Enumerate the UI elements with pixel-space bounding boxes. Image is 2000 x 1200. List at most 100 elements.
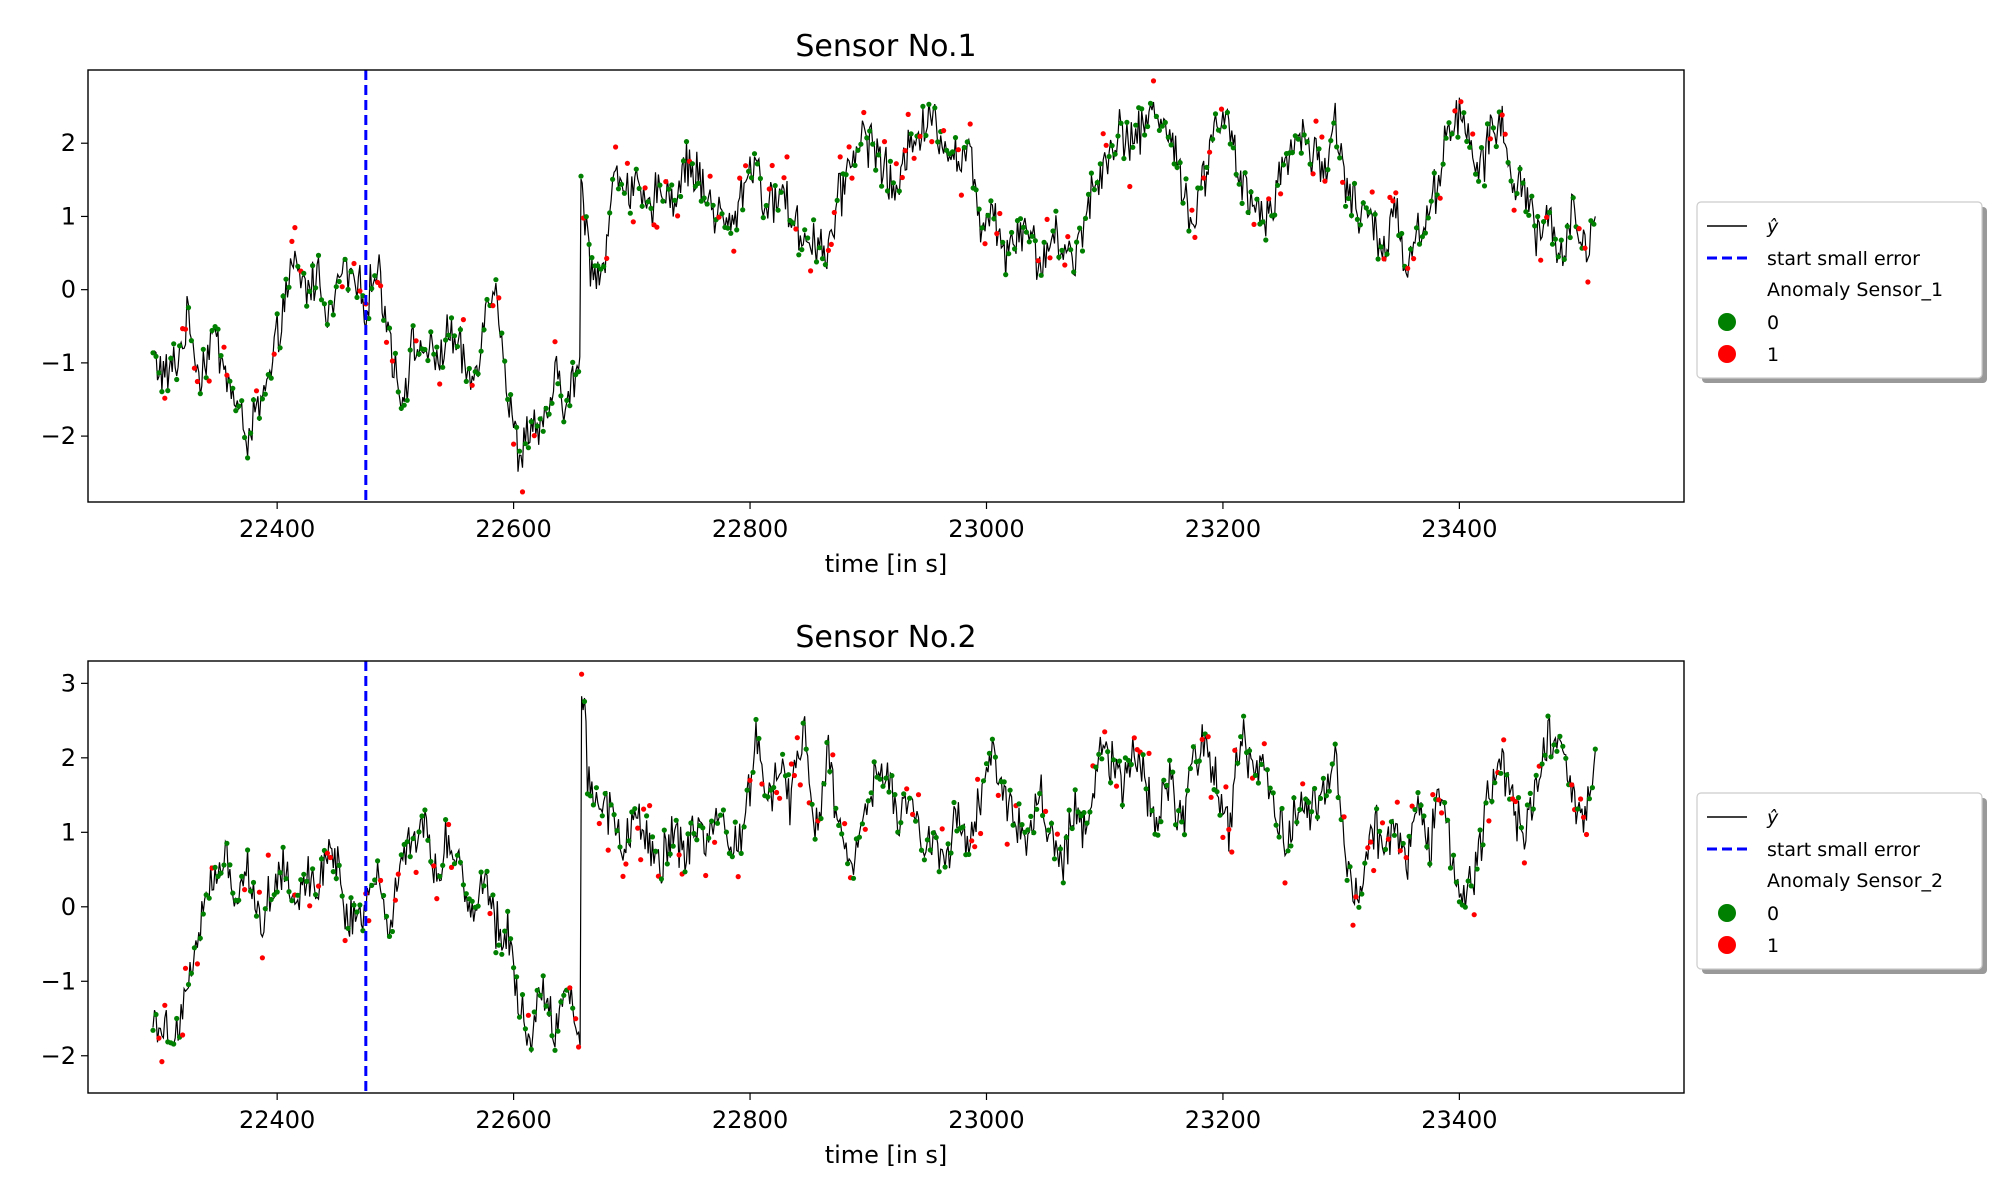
normal-point [1563,755,1569,761]
anomaly-point [256,889,262,895]
normal-point [1304,139,1310,145]
normal-point [626,838,632,844]
anomaly-point [604,255,610,261]
normal-point [333,875,339,882]
normal-point [780,751,786,757]
normal-point [224,840,230,846]
normal-point [877,776,883,782]
normal-point [1362,860,1368,866]
normal-point [621,190,628,196]
anomaly-point [1458,99,1464,105]
normal-point [1121,155,1127,162]
normal-point [930,830,936,836]
normal-point [1591,221,1597,227]
normal-point [1040,812,1046,819]
normal-point [908,131,914,137]
normal-point [859,821,866,827]
normal-point [1028,813,1034,820]
normal-point [1419,234,1425,240]
normal-point [1440,161,1446,167]
normal-point [658,876,665,882]
y-tick-label: 0 [61,276,76,304]
normal-point [744,787,750,793]
anomaly-point [1512,798,1519,805]
normal-point [1464,138,1470,144]
normal-point [265,372,271,378]
normal-point [478,869,484,875]
normal-point [490,892,496,898]
normal-point [691,830,697,837]
anomaly-point [224,372,230,378]
normal-point [313,892,319,898]
normal-point [720,807,727,813]
normal-point [949,149,956,155]
normal-point [1088,170,1094,176]
normal-point [1077,225,1083,231]
anomaly-point [774,789,780,796]
normal-point [980,778,987,784]
anomaly-point [1229,849,1235,855]
x-tick-label: 22600 [475,1106,551,1134]
x-axis-label: time [in s] [825,550,948,578]
normal-point [1112,151,1118,157]
anomaly-point [1521,860,1527,866]
anomaly-point [1486,818,1492,824]
anomaly-point [1150,78,1157,84]
normal-point [1332,741,1338,747]
normal-point [475,903,481,909]
normal-point [618,181,625,187]
anomaly-point [378,877,384,884]
normal-point [992,754,999,760]
anomaly-point [1353,894,1359,900]
normal-point [407,854,413,860]
anomaly-point [1487,136,1493,142]
normal-point [1564,223,1570,229]
normal-point [839,831,845,837]
normal-point [360,293,366,299]
normal-point [1575,806,1581,812]
normal-point [595,263,601,269]
normal-point [1445,817,1451,823]
normal-point [775,207,781,213]
normal-point [1124,119,1130,125]
normal-point [440,862,446,869]
anomaly-point [849,175,855,181]
normal-point [1264,767,1270,773]
normal-point [336,862,342,869]
normal-point [685,831,691,837]
normal-point [339,893,345,899]
normal-point [932,105,938,111]
normal-point [599,813,605,819]
normal-point [1023,229,1029,235]
normal-point [496,942,502,948]
anomaly-point [828,241,834,247]
normal-point [1391,832,1397,838]
anomaly-point [781,175,787,181]
anomaly-point [552,339,558,345]
normal-point [457,859,463,865]
normal-point [1009,229,1015,236]
normal-point [678,193,684,200]
normal-point [197,935,203,941]
anomaly-point [1199,736,1205,743]
normal-point [502,358,508,364]
x-tick-label: 22400 [239,1106,315,1134]
normal-point [508,936,514,942]
normal-point [336,278,342,285]
anomaly-point [242,887,248,893]
normal-point [1164,782,1170,789]
normal-point [800,720,806,726]
normal-point [1314,814,1321,820]
normal-point [1539,761,1545,767]
normal-point [313,285,319,291]
anomaly-point [1582,245,1588,251]
anomaly-point [191,365,197,371]
normal-point [1570,195,1576,201]
normal-point [1155,832,1161,838]
x-tick-label: 22800 [712,515,788,543]
anomaly-point [206,378,212,384]
normal-point [543,405,549,411]
normal-point [1139,106,1145,112]
normal-point [425,837,431,843]
anomaly-point [1113,783,1120,789]
